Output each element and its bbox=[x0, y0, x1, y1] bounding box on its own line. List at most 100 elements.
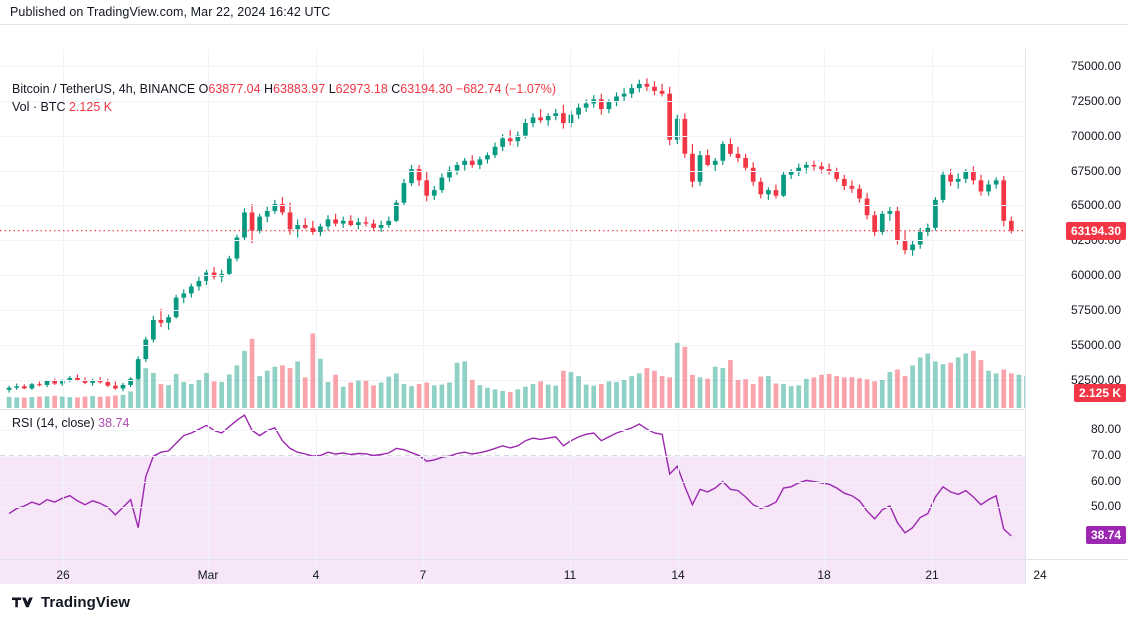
candle-body bbox=[295, 225, 300, 230]
candle-body bbox=[834, 171, 840, 179]
volume-bar bbox=[841, 377, 847, 408]
rsi-pane[interactable]: RSI (14, close) 38.74 bbox=[0, 409, 1025, 584]
volume-bar bbox=[59, 396, 65, 408]
rsi-axis-tick: 50.00 bbox=[1090, 499, 1121, 514]
close-key: C bbox=[391, 82, 401, 96]
volume-bar bbox=[158, 384, 164, 408]
candle-body bbox=[378, 225, 384, 228]
candle-body bbox=[37, 384, 42, 386]
chart-legend[interactable]: Bitcoin / TetherUS, 4h, BINANCE O63877.0… bbox=[12, 81, 556, 116]
price-axis-tick: 60000.00 bbox=[1070, 268, 1121, 283]
volume-bar bbox=[879, 380, 885, 408]
vertical-gridline bbox=[932, 49, 933, 408]
candle-body bbox=[553, 113, 559, 117]
volume-bar bbox=[454, 362, 460, 408]
price-axis-tick: 75000.00 bbox=[1070, 58, 1121, 73]
volume-bar bbox=[993, 373, 999, 408]
candle-body bbox=[356, 222, 361, 226]
candle-body bbox=[766, 190, 771, 195]
volume-bar bbox=[302, 377, 308, 408]
rsi-value-tag[interactable]: 38.74 bbox=[1085, 526, 1126, 545]
volume-bar bbox=[356, 380, 361, 408]
volume-bar bbox=[340, 386, 346, 408]
vertical-gridline bbox=[423, 410, 424, 584]
volume-bar bbox=[538, 381, 543, 408]
candle-body bbox=[226, 258, 232, 274]
candle-body bbox=[44, 380, 50, 385]
candle-body bbox=[469, 160, 475, 165]
volume-bar bbox=[287, 368, 293, 408]
candle-body bbox=[978, 180, 984, 192]
candle-body bbox=[21, 386, 27, 389]
volume-bar bbox=[652, 370, 657, 408]
vertical-gridline bbox=[570, 49, 571, 408]
rsi-band bbox=[0, 456, 1025, 584]
vertical-gridline bbox=[678, 49, 679, 408]
volume-bar bbox=[416, 384, 422, 408]
candle-body bbox=[872, 215, 878, 232]
candle-body bbox=[1001, 180, 1007, 221]
volume-bar bbox=[834, 376, 840, 408]
time-axis[interactable]: 26 Mar 4 7 11 14 18 21 24 bbox=[0, 559, 1128, 591]
volume-bar bbox=[743, 379, 748, 408]
volume-bar bbox=[644, 368, 650, 408]
candle-body bbox=[545, 116, 551, 121]
volume-bar bbox=[561, 370, 566, 408]
volume-bar bbox=[173, 373, 179, 408]
candle-body bbox=[948, 174, 953, 182]
volume-bar bbox=[986, 370, 991, 408]
volume-bar bbox=[750, 384, 756, 408]
volume-bar bbox=[386, 376, 392, 408]
legend-volume-row: Vol · BTC 2.125 K bbox=[12, 99, 556, 116]
volume-bar bbox=[363, 380, 369, 408]
candle-body bbox=[781, 174, 786, 196]
candle-body bbox=[940, 174, 946, 200]
price-axis[interactable]: 75000.00 72500.00 70000.00 67500.00 65000.00… bbox=[1025, 49, 1128, 584]
rsi-legend[interactable]: RSI (14, close) 38.74 bbox=[12, 416, 129, 430]
candle-body bbox=[393, 202, 399, 221]
candle-body bbox=[52, 380, 58, 384]
volume-bar bbox=[902, 376, 908, 408]
volume-bar bbox=[439, 384, 445, 408]
plot-area[interactable]: RSI (14, close) 38.74 Bitcoin / TetherUS… bbox=[0, 49, 1025, 584]
candle-body bbox=[234, 237, 240, 259]
candle-body bbox=[500, 138, 505, 147]
gridline bbox=[0, 310, 1025, 312]
candle-body bbox=[257, 216, 263, 231]
candle-body bbox=[667, 93, 673, 140]
gridline bbox=[0, 275, 1025, 277]
candle-body bbox=[1008, 220, 1014, 231]
candle-body bbox=[386, 220, 392, 226]
gridline bbox=[0, 240, 1025, 242]
volume-bar bbox=[667, 377, 673, 408]
legend-ohlc-row: Bitcoin / TetherUS, 4h, BINANCE O63877.0… bbox=[12, 81, 556, 98]
volume-bar bbox=[181, 381, 187, 408]
open-value: 63877.04 bbox=[208, 82, 261, 96]
gridline bbox=[0, 507, 1025, 509]
volume-bar bbox=[811, 377, 817, 408]
candle-body bbox=[120, 384, 126, 389]
volume-bar bbox=[120, 394, 126, 408]
tradingview-brand: TradingView bbox=[41, 594, 131, 611]
candle-body bbox=[697, 155, 703, 182]
volume-bar bbox=[318, 358, 323, 408]
candle-body bbox=[196, 280, 202, 287]
volume-bar bbox=[371, 385, 376, 408]
last-price-tag[interactable]: 63194.30 bbox=[1065, 221, 1126, 240]
candle-body bbox=[803, 164, 809, 168]
candle-body bbox=[652, 86, 657, 91]
volume-bar bbox=[781, 384, 786, 408]
rsi-legend-value: 38.74 bbox=[98, 416, 130, 430]
volume-bar bbox=[1001, 369, 1007, 408]
price-pane[interactable] bbox=[0, 49, 1025, 408]
volume-bar bbox=[978, 360, 984, 408]
candle-body bbox=[902, 240, 908, 251]
tradingview-logo-icon bbox=[12, 597, 33, 607]
volume-label[interactable]: Vol · BTC bbox=[12, 100, 66, 114]
volume-tag[interactable]: 2.125 K bbox=[1073, 384, 1126, 402]
candle-body bbox=[583, 103, 589, 108]
volume-bar bbox=[917, 357, 923, 408]
candle-body bbox=[325, 219, 331, 227]
vertical-gridline bbox=[932, 410, 933, 584]
symbol-label[interactable]: Bitcoin / TetherUS, 4h, BINANCE bbox=[12, 82, 196, 96]
